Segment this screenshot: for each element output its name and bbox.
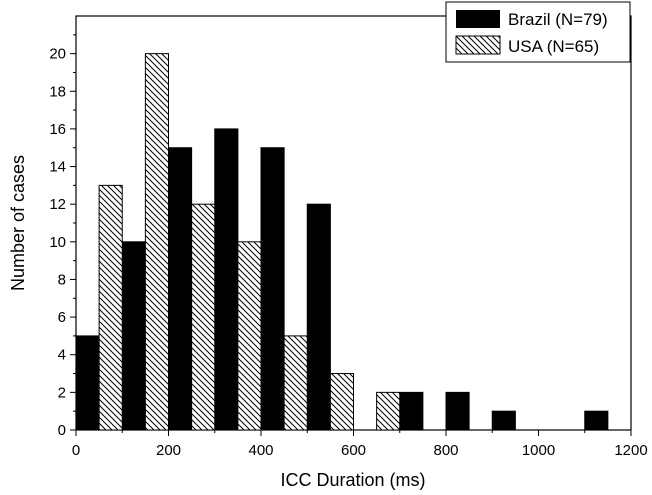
- y-axis: 0 2 4 6 8 10 12 14 16 18 20: [49, 34, 76, 439]
- bar-brazil-700: [399, 391, 424, 431]
- y-tick-label: 2: [58, 384, 66, 401]
- bar-brazil-300: [214, 128, 239, 431]
- legend-swatch-usa: [455, 35, 501, 55]
- bar-brazil-100: [121, 241, 146, 431]
- x-tick-label: 1200: [614, 442, 647, 459]
- y-tick-label: 4: [58, 347, 66, 364]
- bar-brazil-500: [306, 203, 331, 431]
- bar-brazil-1100: [584, 410, 609, 431]
- y-tick-label: 14: [49, 159, 66, 176]
- bar-usa-0: [98, 184, 123, 431]
- x-axis-label: ICC Duration (ms): [280, 470, 425, 490]
- x-axis: 0 200 400 600 800 1000 1200: [72, 430, 648, 459]
- y-tick-label: 18: [49, 83, 66, 100]
- bar-usa-400: [283, 335, 308, 431]
- legend-label-brazil: Brazil (N=79): [508, 10, 608, 29]
- x-tick-label: 800: [433, 442, 458, 459]
- legend: Brazil (N=79) USA (N=65): [445, 1, 631, 63]
- y-tick-label: 16: [49, 121, 66, 138]
- bars-group: [75, 53, 609, 431]
- bar-usa-500: [329, 373, 354, 431]
- bar-brazil-800: [445, 391, 470, 431]
- y-tick-label: 0: [58, 422, 66, 439]
- bar-brazil-400: [260, 147, 285, 431]
- bar-brazil-0: [75, 335, 100, 431]
- x-tick-label: 0: [72, 442, 80, 459]
- x-tick-label: 400: [248, 442, 273, 459]
- y-tick-label: 20: [49, 46, 66, 63]
- y-tick-label: 10: [49, 234, 66, 251]
- x-tick-label: 600: [341, 442, 366, 459]
- y-tick-label: 8: [58, 271, 66, 288]
- legend-swatch-brazil: [456, 10, 500, 28]
- bar-usa-100: [144, 53, 169, 431]
- y-tick-label: 6: [58, 309, 66, 326]
- bar-brazil-900: [491, 410, 516, 431]
- y-tick-label: 12: [49, 196, 66, 213]
- x-tick-label: 200: [156, 442, 181, 459]
- bar-usa-200: [191, 203, 216, 431]
- bar-brazil-200: [168, 147, 193, 431]
- x-tick-label: 1000: [522, 442, 555, 459]
- bar-usa-300: [237, 241, 262, 431]
- bar-usa-600: [376, 391, 401, 431]
- legend-label-usa: USA (N=65): [508, 37, 599, 56]
- y-axis-label: Number of cases: [8, 155, 28, 291]
